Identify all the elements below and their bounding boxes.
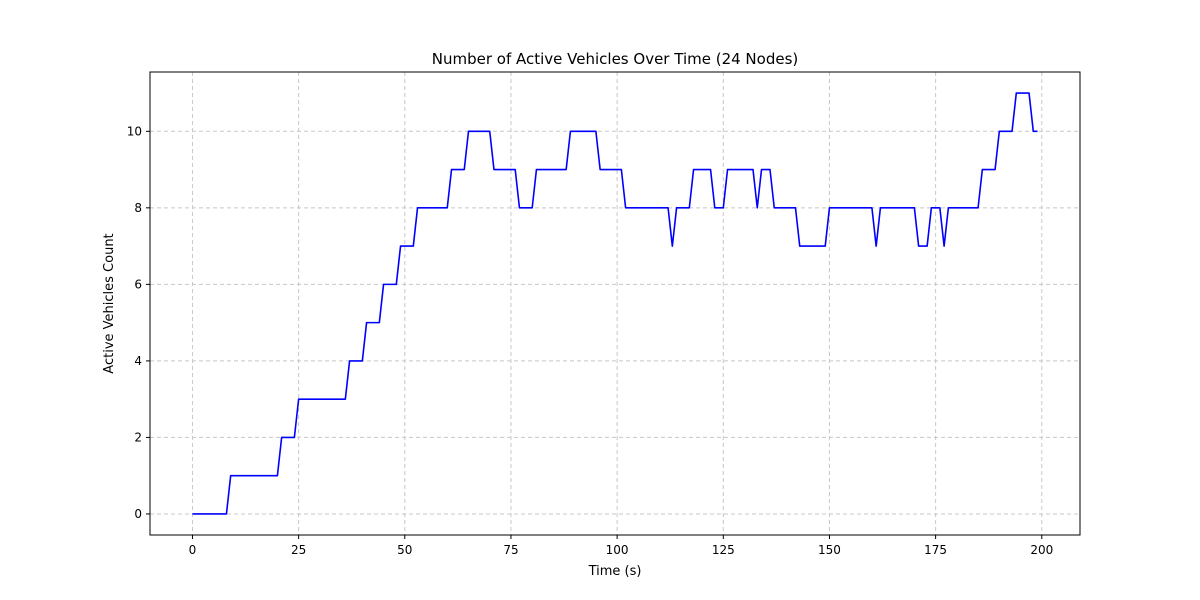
series-layer <box>192 92 1038 515</box>
x-tick-label: 175 <box>924 543 947 557</box>
ticks: 0 25 50 75 100 125 150 175 200 0 2 4 6 8 10 <box>127 124 1054 557</box>
chart-title: Number of Active Vehicles Over Time (24 … <box>432 50 799 68</box>
y-tick-label: 4 <box>134 354 142 368</box>
plot-frame <box>149 71 1081 536</box>
x-tick-label: 100 <box>606 543 629 557</box>
y-tick-label: 2 <box>134 430 142 444</box>
series-line <box>192 92 1038 515</box>
x-axis-label: Time (s) <box>588 564 642 579</box>
y-axis-label: Active Vehicles Count <box>102 233 117 373</box>
y-tick-label: 8 <box>134 201 142 215</box>
x-tick-label: 150 <box>818 543 841 557</box>
x-tick-label: 75 <box>503 543 518 557</box>
y-tick-label: 10 <box>127 124 142 138</box>
y-tick-label: 0 <box>134 507 142 521</box>
x-tick-label: 25 <box>291 543 306 557</box>
x-tick-label: 50 <box>397 543 412 557</box>
grid <box>150 72 1080 535</box>
y-tick-label: 6 <box>134 277 142 291</box>
x-tick-label: 0 <box>189 543 197 557</box>
x-tick-label: 200 <box>1030 543 1053 557</box>
x-tick-label: 125 <box>712 543 735 557</box>
